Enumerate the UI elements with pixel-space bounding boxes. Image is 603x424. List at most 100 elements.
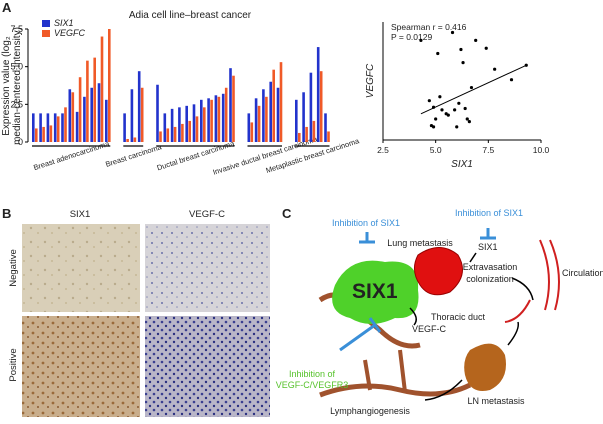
x-tick-label: 7.5 [482,145,494,155]
y-tick-label: 0 [18,137,23,147]
bar [123,113,126,142]
micrograph [22,224,140,312]
bar [262,89,265,142]
bar [269,81,272,142]
label: Lung metastasis [387,238,453,248]
bar [265,96,268,142]
label: Inhibition of SIX1 [332,218,400,228]
bar [312,120,316,142]
bar [78,77,82,142]
bar [86,60,89,142]
lymph-node [464,343,506,391]
point [465,117,469,121]
bar [178,107,181,142]
bar [42,126,45,142]
bar [170,108,174,142]
bar [163,113,167,142]
bar [93,57,96,143]
x-tick-label: Breast adenocarcinoma [32,139,111,172]
arrow [511,277,534,301]
bar [257,105,261,142]
bar [279,62,283,142]
bar [126,138,129,142]
bar [192,104,196,142]
bar [39,113,42,142]
point [493,67,497,71]
label: SIX1 [478,242,498,252]
legend-swatch [42,30,50,37]
y-axis-label: median-centered intensity) [12,27,23,145]
point [450,30,455,35]
legend-swatch [42,20,50,27]
micrograph [22,316,140,417]
bar [105,99,108,142]
label: Inhibition of SIX1 [455,208,523,218]
point [469,85,474,90]
bar [159,131,162,142]
bar [49,125,53,142]
point [459,47,463,52]
diagram [318,228,560,401]
bar [100,36,104,142]
point [467,120,471,124]
vessel [363,349,407,393]
bar [295,99,298,142]
bar [68,89,72,142]
point [446,113,450,117]
label: Circulation [562,268,603,278]
chart-title: Adia cell line–breast cancer [129,10,252,21]
bar [46,113,50,142]
x-tick-label: 2.5 [377,145,389,155]
column-label: VEGF-C [189,209,225,220]
bar [173,126,177,142]
point [474,38,478,42]
label: VEGF-C [412,324,447,334]
point [436,51,440,56]
bar [56,116,60,142]
annotation: Spearman r = 0.416 [391,22,467,32]
label: SIX1 [352,280,398,303]
bar [140,87,144,142]
bar [83,96,86,142]
bar [207,98,210,142]
bar [250,122,254,142]
bar [203,107,206,142]
bar [133,137,137,142]
bar [71,92,75,142]
x-tick-label: 10.0 [533,145,550,155]
bar [61,113,64,142]
point [509,78,514,82]
label: VEGF-C/VEGFR3 [276,380,349,390]
point [427,99,431,103]
column-label: SIX1 [70,209,91,220]
bar [195,116,199,142]
bar [75,111,79,142]
tumor [332,260,419,324]
vessel [319,382,472,398]
point [440,108,444,112]
bar [185,105,188,142]
bar [309,72,313,142]
point [455,125,459,129]
label: Extravasation [463,262,518,272]
bar [276,87,280,142]
bar [166,128,170,142]
arrow [469,252,477,263]
bar [247,113,251,142]
arrow [424,379,463,401]
label: Lymphangiogenesis [330,406,410,416]
y-tick-label: 2.5 [10,99,23,109]
point [438,95,442,99]
y-axis-label: VEGFC [365,63,376,98]
lung [414,247,463,296]
point [431,125,436,129]
row-label: Positive [8,348,19,381]
bar [156,84,159,142]
bar [35,128,38,142]
trend-line [420,64,527,115]
arrow [507,321,520,346]
point [457,101,461,105]
bar [272,69,275,142]
point [419,38,423,42]
bar [302,92,305,142]
